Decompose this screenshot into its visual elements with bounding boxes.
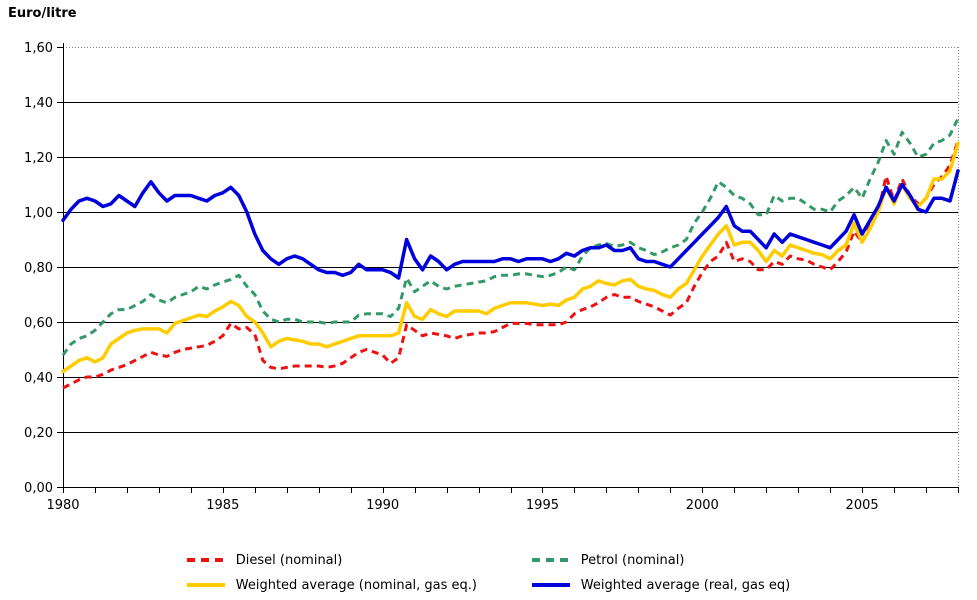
legend-item-weighted-nominal: Weighted average (nominal, gas eq.) [186,576,532,594]
y-tick-label: 0,00 [24,481,53,496]
legend-label-weighted-real: Weighted average (real, gas eq) [580,577,791,593]
x-tick-label: 1985 [206,498,239,513]
y-tick-label: 1,20 [24,151,53,166]
series-line-2 [61,141,960,374]
legend-grid: Diesel (nominal) Petrol (nominal) Weight… [186,551,791,594]
y-tick-label: 1,60 [24,41,53,56]
legend: Diesel (nominal) Petrol (nominal) Weight… [0,551,977,594]
legend-label-weighted-nominal: Weighted average (nominal, gas eq.) [235,577,477,593]
y-tick-label: 0,60 [24,316,53,331]
x-tick-label: 1980 [46,498,79,513]
y-axis-title: Euro/litre [8,6,77,21]
weighted-real-line-sample-icon [531,583,570,587]
weighted-nominal-line-sample-icon [186,583,225,587]
y-tick-label: 0,80 [24,261,53,276]
petrol-line-sample-icon [531,558,570,562]
y-tick-label: 1,40 [24,96,53,111]
series-line-1 [61,117,960,356]
series-line-3 [61,169,960,280]
legend-item-diesel: Diesel (nominal) [186,551,532,569]
y-tick-label: 0,40 [24,371,53,386]
x-tick-label: 1990 [366,498,399,513]
y-tick-label: 0,20 [24,426,53,441]
plot-area: 0,00 0,20 0,40 0,60 0,80 1,00 1,20 1,40 1,60 1980… [24,41,960,513]
legend-label-petrol: Petrol (nominal) [580,552,685,568]
x-tick-label: 2000 [686,498,719,513]
y-tick-label: 1,00 [24,206,53,221]
diesel-line-sample-icon [186,558,225,562]
legend-label-diesel: Diesel (nominal) [235,552,343,568]
x-tick-label: 1995 [526,498,559,513]
legend-item-weighted-real: Weighted average (real, gas eq) [531,576,791,594]
x-tick-label: 2005 [846,498,879,513]
series-line-0 [62,140,960,390]
legend-item-petrol: Petrol (nominal) [531,551,790,569]
